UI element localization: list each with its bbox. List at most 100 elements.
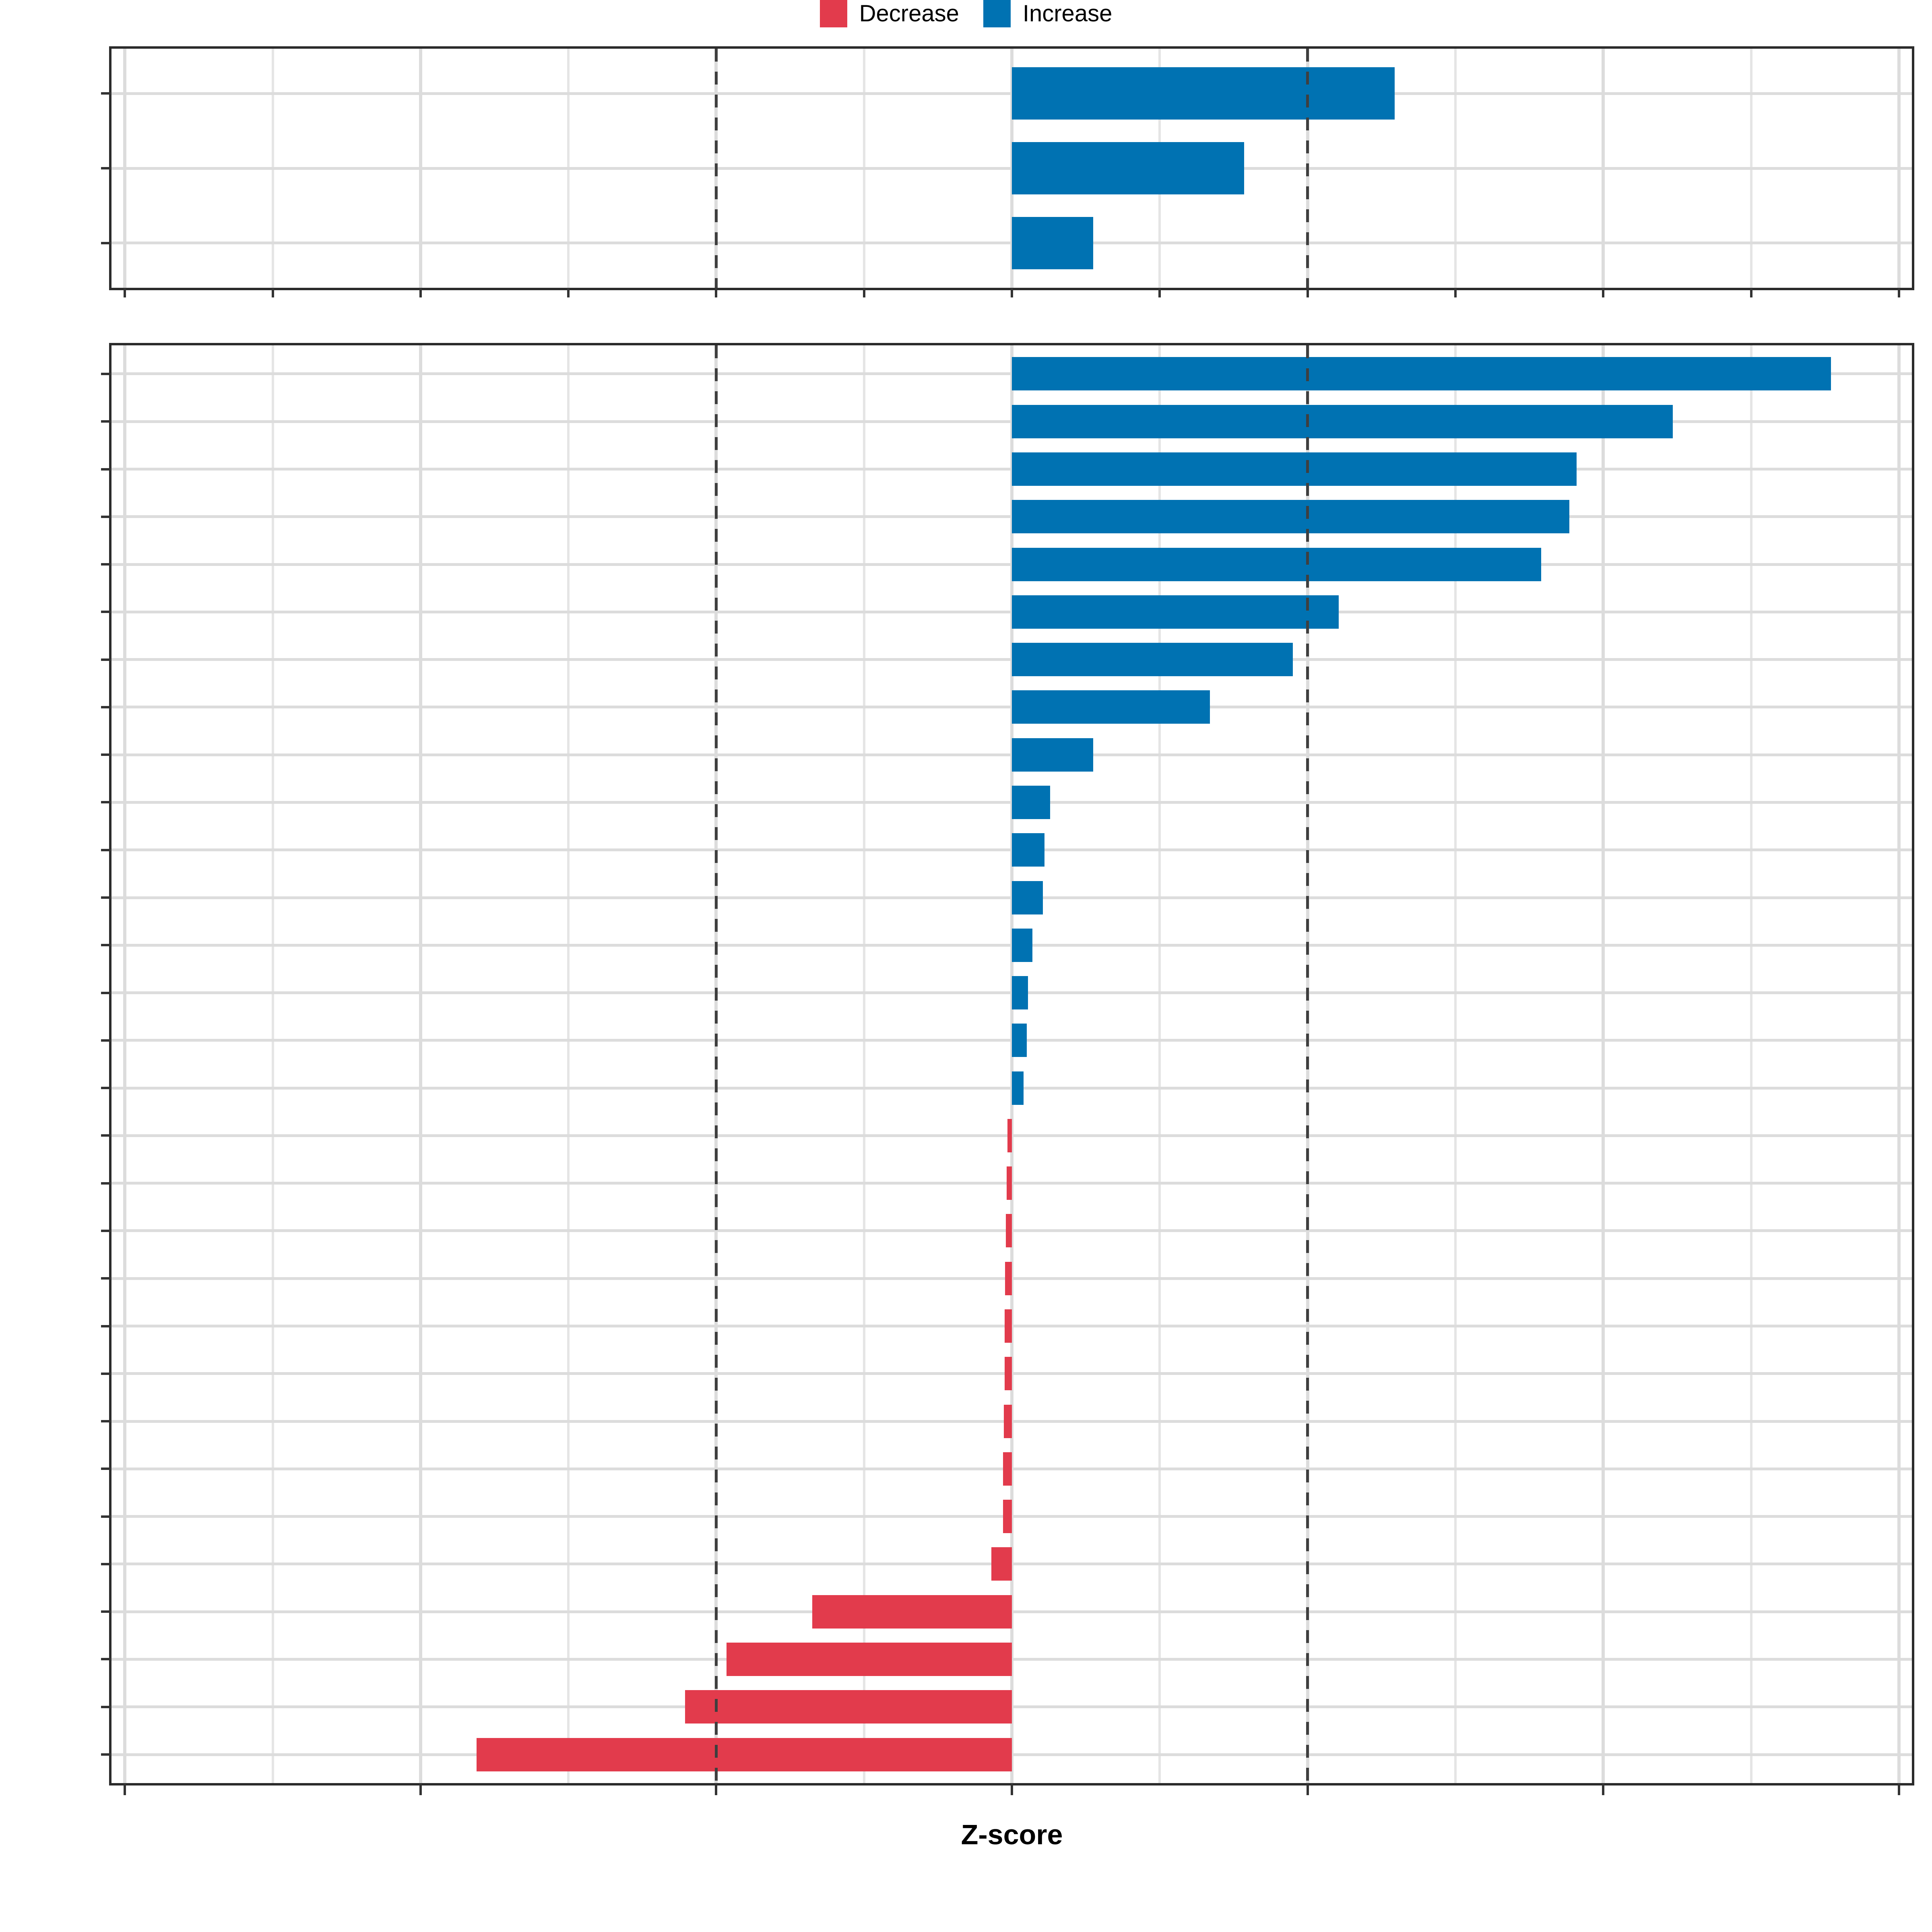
dashed-line-neg2: [714, 49, 718, 288]
y-tick-CBM48: [101, 563, 111, 566]
decrease-swatch-icon: [819, 0, 847, 27]
bar-GT26: [991, 1547, 1012, 1581]
y-tick-GH16: [101, 468, 111, 471]
y-tick-GH31: [101, 1658, 111, 1661]
y-gridline: [111, 515, 1912, 518]
y-gridline: [111, 943, 1912, 947]
increase-swatch-icon: [983, 0, 1011, 27]
x-tick--1: [863, 288, 865, 297]
bar-GH3: [1005, 1262, 1012, 1295]
bar-GH13: [1012, 595, 1339, 629]
y-gridline: [111, 706, 1912, 709]
x-tick--3: [567, 288, 570, 297]
y-tick-GT2: [101, 1610, 111, 1613]
bar-GT19: [1012, 881, 1043, 914]
bar-GH: [1012, 217, 1093, 269]
x-gridline: [1750, 345, 1752, 1783]
y-tick-GH77: [101, 848, 111, 851]
y-tick-GH18: [101, 1229, 111, 1232]
y-gridline: [111, 563, 1912, 566]
x-gridline: [123, 345, 127, 1783]
y-tick-CBM50: [101, 944, 111, 947]
bar-GH9: [1003, 1452, 1012, 1486]
bar-GH31: [727, 1643, 1012, 1676]
y-gridline: [111, 896, 1912, 899]
x-gridline: [1602, 345, 1605, 1783]
x-tick-2: [1306, 288, 1309, 297]
legend-entry-decrease: Decrease: [819, 0, 959, 27]
dashed-line-neg2: [714, 345, 718, 1783]
y-gridline: [111, 610, 1912, 613]
x-gridline: [1454, 345, 1457, 1783]
y-gridline: [111, 848, 1912, 852]
x-tick--5: [271, 288, 274, 297]
x-tick--4: [419, 1783, 422, 1795]
y-tick-GT1: [101, 1420, 111, 1423]
bar-GT51: [1012, 500, 1569, 533]
bar-GT9: [1012, 976, 1028, 1009]
x-tick-5: [1750, 288, 1752, 297]
bar-GT28: [1012, 357, 1831, 390]
y-gridline: [111, 753, 1912, 756]
x-gridline: [1897, 345, 1901, 1783]
x-tick-4: [1602, 288, 1605, 297]
bar-GT2: [812, 1595, 1012, 1629]
x-tick-0: [1011, 1783, 1013, 1795]
y-tick-CBM: [101, 92, 111, 95]
legend: Decrease Increase: [0, 0, 1932, 27]
y-tick-GT19: [101, 896, 111, 899]
bar-GH84: [1012, 1024, 1027, 1057]
y-tick-GT9: [101, 991, 111, 994]
y-tick-GH3: [101, 1277, 111, 1280]
bar-GT35: [1012, 405, 1673, 438]
y-gridline: [111, 1039, 1912, 1042]
x-gridline: [419, 345, 422, 1783]
legend-label-increase: Increase: [1022, 0, 1113, 27]
x-axis-title: Z-score: [961, 1819, 1063, 1850]
bar-CBM: [1012, 67, 1395, 120]
y-gridline: [111, 372, 1912, 376]
y-tick-GT8: [101, 1134, 111, 1137]
bar-GT8: [1007, 1119, 1012, 1152]
legend-entry-increase: Increase: [983, 0, 1112, 27]
bar-GH57: [477, 1738, 1012, 1771]
y-tick-GH29: [101, 706, 111, 708]
bar-GH18: [1006, 1214, 1012, 1247]
dashed-line-pos2: [1306, 345, 1309, 1783]
x-tick-2: [1306, 1783, 1309, 1795]
y-tick-GH84: [101, 1039, 111, 1042]
x-gridline: [1158, 345, 1161, 1783]
bar-GT4: [1012, 738, 1093, 772]
y-tick-GT28: [101, 372, 111, 375]
x-gridline: [567, 345, 570, 1783]
y-gridline: [111, 991, 1912, 995]
bar-CBM48: [1012, 548, 1541, 581]
x-gridline: [863, 345, 865, 1783]
y-gridline: [111, 420, 1912, 423]
bar-GT: [1012, 142, 1244, 194]
y-tick-GT35: [101, 420, 111, 423]
y-tick-GT26: [101, 1563, 111, 1565]
x-tick-4: [1602, 1783, 1605, 1795]
y-tick-GT51: [101, 515, 111, 518]
legend-label-decrease: Decrease: [859, 0, 959, 27]
y-tick-GH57: [101, 1753, 111, 1756]
bar-GH16: [1012, 452, 1577, 486]
x-gridline: [271, 345, 274, 1783]
bar-GH32: [1004, 1357, 1012, 1390]
bar-GT1: [1003, 1405, 1012, 1438]
y-tick-GH: [101, 242, 111, 244]
y-tick-GH13: [101, 611, 111, 613]
y-tick-GT4: [101, 753, 111, 756]
y-tick-GT: [101, 167, 111, 169]
y-tick-GH33: [101, 658, 111, 661]
x-tick-6: [1897, 288, 1900, 297]
y-gridline: [111, 92, 1912, 95]
dashed-line-pos2: [1306, 49, 1309, 288]
bar-GT30: [1012, 1071, 1024, 1105]
y-tick-GH32: [101, 1372, 111, 1375]
x-tick-0: [1011, 288, 1013, 297]
x-tick--2: [715, 288, 718, 297]
x-tick--2: [715, 1783, 718, 1795]
x-tick-6: [1897, 1783, 1900, 1795]
